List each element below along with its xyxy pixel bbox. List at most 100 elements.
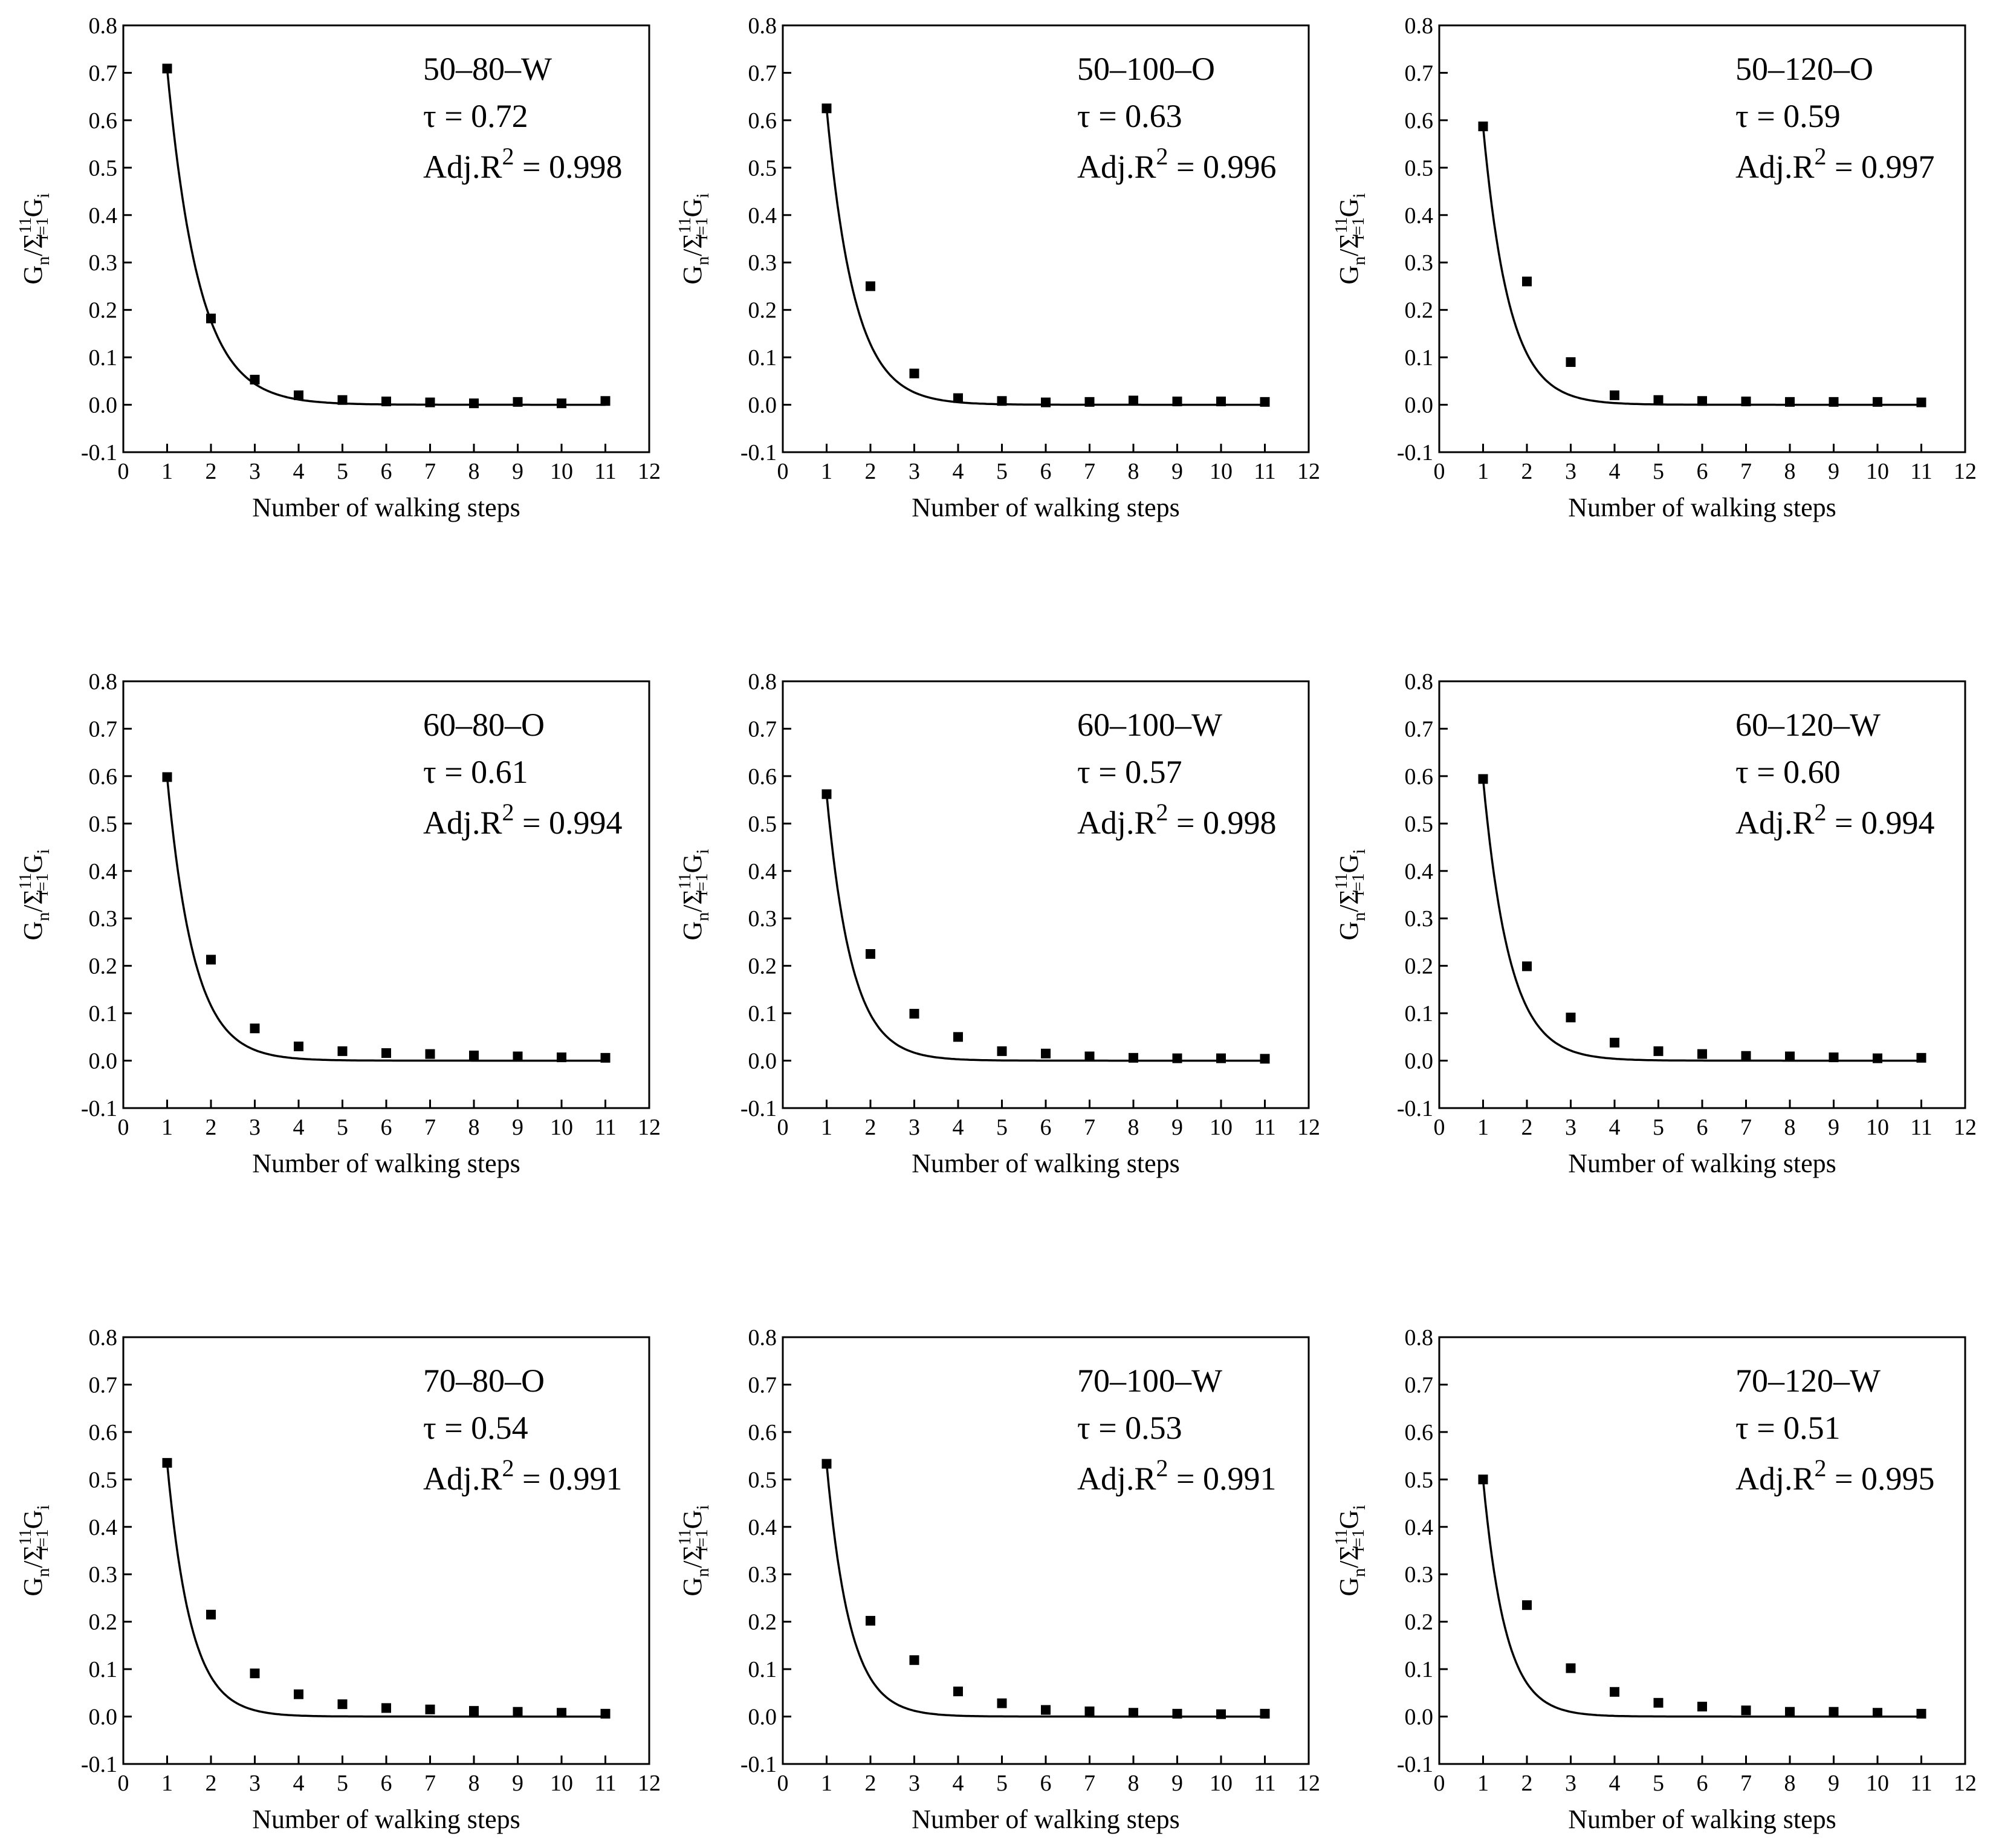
data-point	[1260, 397, 1270, 407]
y-tick-label: 0.8	[89, 13, 118, 39]
data-point	[1873, 397, 1882, 407]
y-axis-label: Gn/Σ11i=1Gi	[1332, 193, 1369, 284]
data-point	[1916, 1708, 1926, 1719]
data-point	[469, 1050, 479, 1060]
x-tick-label: 2	[865, 1771, 876, 1796]
panel-tau: τ = 0.60	[1735, 754, 1841, 790]
y-tick-label: 0.8	[1405, 13, 1434, 39]
fit-curve	[1482, 1479, 1922, 1718]
y-tick-label: 0.4	[89, 1515, 118, 1540]
panel-title: 70–100–W	[1077, 1363, 1222, 1399]
y-tick-label: 0.6	[89, 108, 118, 134]
data-point	[469, 1706, 479, 1716]
plot-frame	[782, 680, 1310, 1109]
x-tick-label: 11	[594, 459, 617, 484]
x-tick-label: 8	[1128, 1115, 1139, 1140]
x-tick-label: 5	[337, 1771, 348, 1796]
x-tick-label: 7	[1084, 1771, 1095, 1796]
data-point	[1566, 1663, 1576, 1673]
y-tick-label: -0.1	[740, 440, 777, 465]
data-point	[953, 1686, 963, 1696]
panel-tau: τ = 0.51	[1735, 1410, 1841, 1446]
data-point	[1084, 1706, 1095, 1716]
data-point	[469, 398, 479, 409]
chart-panel: 0 1 2 3 4 5 6 7 8 9 10 11 12-0.10.00.10.20.30.40.50.…	[1332, 13, 1977, 522]
y-tick-label: 0.0	[89, 1049, 118, 1074]
y-tick-label: -0.1	[740, 1096, 777, 1121]
x-tick-label: 11	[1254, 1771, 1276, 1796]
y-tick-label: 0.5	[1405, 155, 1434, 181]
x-tick-label: 5	[337, 459, 348, 484]
x-tick-label: 11	[1910, 1115, 1933, 1140]
x-tick-label: 9	[1171, 459, 1183, 484]
data-point	[1041, 1048, 1051, 1059]
data-point	[1522, 276, 1532, 287]
x-tick-label: 3	[909, 459, 920, 484]
x-tick-label: 4	[953, 1115, 964, 1140]
x-tick-label: 8	[468, 1115, 480, 1140]
x-axis-label: Number of walking steps	[252, 1149, 520, 1178]
x-tick-label: 0	[777, 1115, 789, 1140]
plot-frame	[1438, 1336, 1966, 1765]
data-point	[250, 1023, 260, 1034]
x-tick-label: 1	[821, 1115, 832, 1140]
y-tick-label: 0.0	[748, 393, 777, 418]
x-tick-label: 3	[249, 459, 261, 484]
x-tick-label: 6	[381, 1115, 392, 1140]
x-tick-label: 7	[1084, 459, 1095, 484]
x-tick-label: 3	[249, 1771, 261, 1796]
y-tick-label: -0.1	[81, 440, 117, 465]
fit-curve	[825, 794, 1265, 1062]
x-tick-label: 10	[550, 459, 573, 484]
y-tick-label: -0.1	[81, 1752, 117, 1777]
x-tick-label: 2	[865, 459, 876, 484]
data-point	[1653, 395, 1664, 405]
x-tick-label: 6	[1697, 459, 1708, 484]
data-point	[206, 313, 216, 323]
data-point	[206, 1609, 216, 1619]
y-tick-label: 0.8	[89, 1325, 118, 1350]
panel-title: 70–80–O	[423, 1363, 545, 1399]
panel-tau: τ = 0.72	[423, 98, 528, 134]
x-tick-label: 7	[1740, 1115, 1752, 1140]
data-point	[1785, 1707, 1795, 1717]
data-point	[821, 1459, 832, 1469]
y-tick-label: 0.4	[1405, 859, 1434, 884]
x-tick-label: 11	[594, 1771, 617, 1796]
y-axis-label: Gn/Σ11i=1Gi	[1332, 1505, 1369, 1596]
y-tick-label: 0.2	[748, 298, 777, 323]
y-tick-label: 0.4	[1405, 203, 1434, 229]
x-tick-label: 4	[293, 459, 305, 484]
fit-curve	[825, 1464, 1265, 1718]
x-tick-label: 0	[118, 1771, 129, 1796]
y-tick-label: 0.6	[89, 764, 118, 789]
y-tick-label: 0.3	[1405, 1562, 1434, 1587]
data-point	[337, 1699, 348, 1710]
y-axis-label: Gn/Σ11i=1Gi	[676, 1505, 713, 1596]
x-tick-label: 1	[161, 459, 173, 484]
data-point	[909, 1655, 919, 1665]
fit-curve	[166, 1462, 606, 1718]
x-tick-label: 9	[512, 459, 523, 484]
y-tick-label: 0.3	[1405, 250, 1434, 276]
x-tick-label: 1	[1477, 459, 1489, 484]
x-tick-label: 5	[996, 459, 1008, 484]
y-tick-label: 0.2	[1405, 954, 1434, 979]
y-tick-label: 0.1	[89, 1657, 118, 1682]
y-tick-label: 0.7	[89, 716, 118, 742]
x-tick-label: 0	[118, 1115, 129, 1140]
y-tick-label: 0.2	[89, 954, 118, 979]
y-tick-label: 0.8	[748, 1325, 777, 1350]
x-tick-label: 9	[1828, 459, 1839, 484]
data-point	[997, 1046, 1007, 1056]
y-tick-label: 0.8	[89, 669, 118, 695]
panel-adj-r2: Adj.R2 = 0.994	[423, 799, 623, 841]
y-tick-label: 0.1	[89, 1001, 118, 1026]
y-tick-label: 0.4	[89, 859, 118, 884]
data-point	[557, 1708, 566, 1718]
data-point	[909, 1008, 919, 1019]
y-tick-label: 0.3	[89, 1562, 118, 1587]
y-tick-label: 0.1	[1405, 1001, 1434, 1026]
panel-title: 60–100–W	[1077, 707, 1222, 743]
